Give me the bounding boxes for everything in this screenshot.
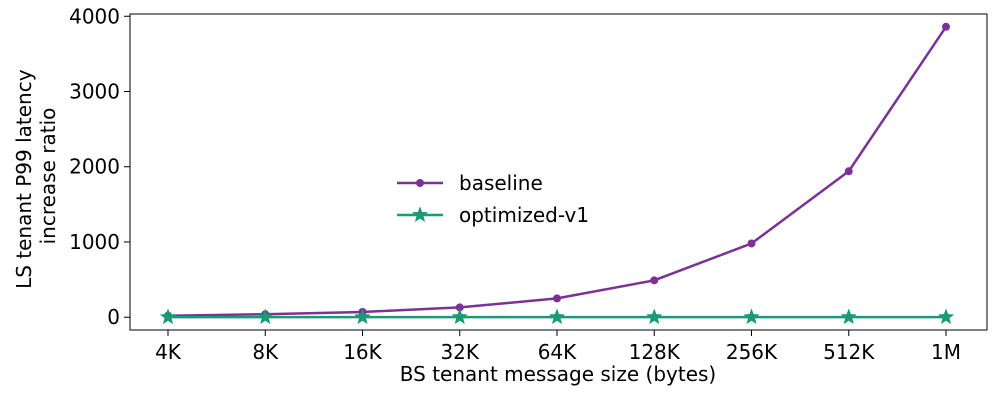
y-tick-label: 3000 [69, 79, 120, 103]
y-tick-label: 2000 [69, 155, 120, 179]
data-point-optimized-v1 [937, 308, 955, 325]
data-point-optimized-v1 [354, 308, 371, 325]
data-point-baseline [942, 22, 950, 31]
x-tick-label: 1M [931, 340, 961, 364]
legend-swatch-marker [411, 206, 429, 223]
data-point-baseline [844, 167, 853, 176]
x-tick-label: 16K [343, 340, 382, 364]
y-axis: 0 1000 2000 3000 4000 [69, 4, 130, 329]
data-point-baseline [650, 276, 659, 285]
legend-item-baseline: baseline [397, 171, 543, 195]
series-baseline [164, 22, 950, 320]
y-tick-label: 0 [107, 305, 120, 329]
x-axis: 4K 8K 16K 32K 64K 128K 256K 512K 1M [155, 330, 961, 364]
data-point-optimized-v1 [645, 308, 663, 325]
plot-frame [129, 13, 988, 331]
y-axis-label: LS tenant P99 latency increase ratio [12, 63, 60, 289]
plot-border [129, 13, 988, 331]
data-point-baseline [553, 294, 561, 303]
y-axis-label-line-2: increase ratio [36, 108, 60, 245]
data-point-baseline [747, 239, 756, 248]
x-tick-label: 8K [252, 340, 279, 364]
x-tick-label: 512K [823, 340, 875, 364]
y-axis-label-line-1: LS tenant P99 latency [12, 69, 36, 289]
data-point-optimized-v1 [159, 308, 177, 325]
x-tick-label: 64K [538, 340, 577, 364]
series-optimized-v1 [159, 308, 955, 325]
data-point-baseline [455, 303, 464, 312]
legend-label: optimized-v1 [459, 203, 589, 227]
legend-swatch-marker [416, 179, 424, 187]
x-axis-label: BS tenant message size (bytes) [400, 362, 716, 386]
x-tick-label: 128K [629, 340, 681, 364]
data-point-optimized-v1 [743, 308, 760, 325]
series-layer [159, 22, 955, 325]
series-line-baseline [167, 26, 948, 317]
legend-item-optimized-v1: optimized-v1 [397, 203, 589, 227]
legend: baseline optimized-v1 [397, 171, 589, 227]
data-point-optimized-v1 [840, 308, 858, 325]
y-tick-label: 4000 [69, 4, 120, 28]
x-tick-label: 32K [440, 340, 479, 364]
y-tick-label: 1000 [69, 230, 120, 254]
legend-label: baseline [459, 171, 543, 195]
data-point-optimized-v1 [451, 308, 469, 325]
data-point-optimized-v1 [548, 308, 566, 325]
x-tick-label: 4K [155, 340, 182, 364]
data-point-optimized-v1 [256, 308, 274, 325]
x-tick-label: 256K [726, 340, 778, 364]
